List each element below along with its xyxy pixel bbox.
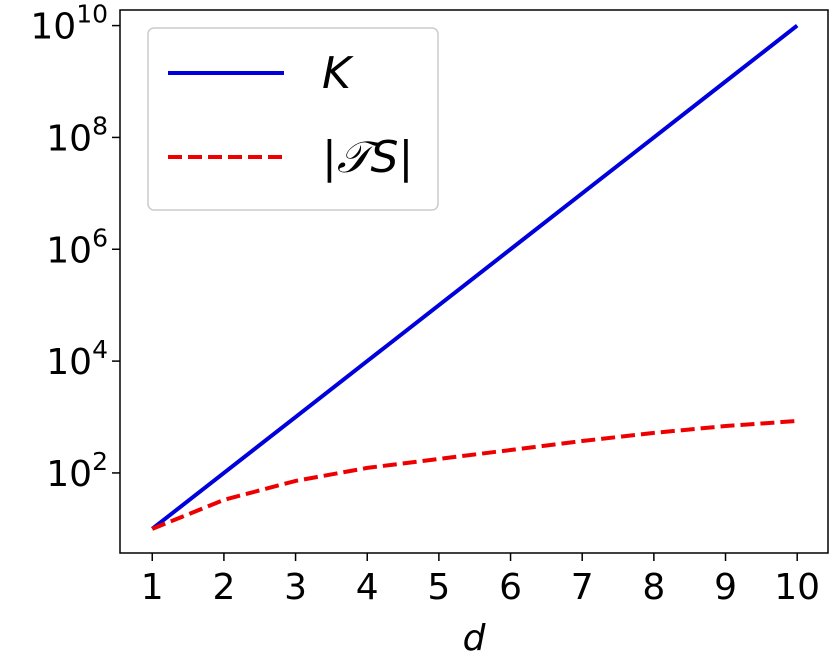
line [151,418,798,531]
y-tick-label: 104 [46,335,108,383]
x-tick-label: 6 [499,567,522,608]
x-tick-label: 8 [642,567,665,608]
x-tick-label: 10 [774,567,820,608]
x-axis-label: d [463,618,487,659]
y-tick-label: 108 [46,111,108,159]
x-tick-label: 5 [427,567,450,608]
y-tick-label: 102 [46,447,108,495]
x-tick-label: 3 [284,567,307,608]
x-tick-label: 2 [212,567,235,608]
x-tick-label: 1 [141,567,164,608]
line [151,24,799,531]
legend-label: |𝒯S| [322,132,413,183]
y-tick-label: 1010 [30,0,108,48]
y-tick-label: 106 [46,223,108,271]
legend-label: K [322,48,354,99]
x-tick-label: 9 [714,567,737,608]
plot-frame [119,9,829,554]
x-tick-label: 7 [571,567,594,608]
x-tick-label: 4 [356,567,379,608]
